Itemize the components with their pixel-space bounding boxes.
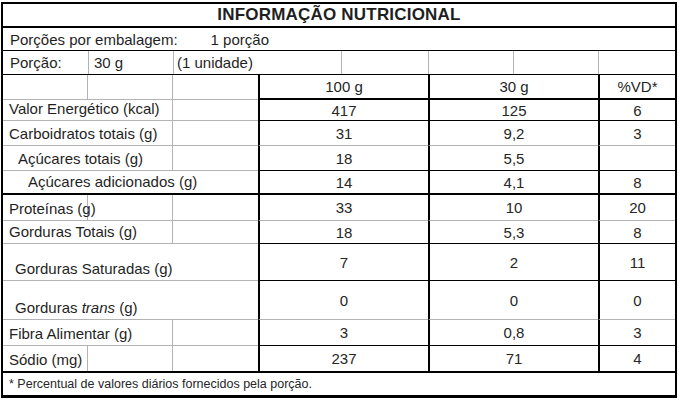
row-label: Açúcares adicionados (g) (3, 171, 258, 195)
table-row-acucares-adicionados: Açúcares adicionados (g) 14 4,1 8 (3, 171, 675, 195)
table-row-fibra: Fibra Alimentar (g) 3 0,8 3 (3, 320, 675, 346)
value-100g: 18 (258, 146, 428, 171)
portion-label: Porção: (3, 51, 88, 74)
row-label: Açúcares totais (g) (3, 146, 258, 171)
value-30g: 5,3 (428, 221, 598, 244)
row-label: Gorduras Saturadas (g) (3, 244, 258, 281)
value-30g: 125 (428, 100, 598, 121)
value-30g: 71 (428, 346, 598, 373)
value-100g: 31 (258, 121, 428, 146)
table-row-energia: Valor Energético (kcal) 417 125 6 (3, 100, 675, 121)
value-100g: 417 (258, 100, 428, 121)
value-vd: 8 (598, 221, 675, 244)
value-100g: 33 (258, 195, 428, 221)
servings-row: Porções por embalagem: 1 porção (3, 28, 675, 51)
servings-label: Porções por embalagem: (10, 31, 178, 48)
value-vd: 0 (598, 281, 675, 320)
value-30g: 0 (428, 281, 598, 320)
row-label-prefix: Gorduras (15, 299, 78, 316)
value-100g: 237 (258, 346, 428, 373)
row-label: Fibra Alimentar (g) (3, 320, 258, 346)
header-spacer-cell (3, 75, 258, 100)
value-vd: 20 (598, 195, 675, 221)
table-row-carboidratos: Carboidratos totais (g) 31 9,2 3 (3, 121, 675, 146)
value-vd: 4 (598, 346, 675, 373)
value-vd: 3 (598, 121, 675, 146)
value-100g: 0 (258, 281, 428, 320)
table-row-sodio: Sódio (mg) 237 71 4 (3, 346, 675, 373)
table-row-gorduras-totais: Gorduras Totais (g) 18 5,3 8 (3, 221, 675, 244)
column-header-row: 100 g 30 g %VD* (3, 75, 675, 100)
value-30g: 2 (428, 244, 598, 281)
row-label: Sódio (mg) (3, 346, 258, 373)
value-100g: 14 (258, 171, 428, 195)
value-30g: 9,2 (428, 121, 598, 146)
nutrition-facts-table: INFORMAÇÃO NUTRICIONAL Porções por embal… (1, 2, 677, 398)
value-30g: 5,5 (428, 146, 598, 171)
row-label-suffix: (g) (119, 299, 137, 316)
row-label-trans: trans (82, 299, 115, 316)
value-30g: 4,1 (428, 171, 598, 195)
servings-value: 1 porção (211, 31, 269, 48)
column-header-100g: 100 g (258, 75, 428, 100)
row-label: Carboidratos totais (g) (3, 121, 258, 146)
row-label: Gorduras trans (g) (3, 281, 258, 320)
table-title: INFORMAÇÃO NUTRICIONAL (3, 4, 675, 28)
empty-cell (598, 51, 675, 74)
value-vd: 8 (598, 171, 675, 195)
value-30g: 0,8 (428, 320, 598, 346)
table-row-gorduras-saturadas: Gorduras Saturadas (g) 7 2 11 (3, 244, 675, 281)
empty-cell (428, 51, 513, 74)
row-label: Valor Energético (kcal) (3, 100, 258, 121)
empty-cell (341, 51, 428, 74)
table-row-gorduras-trans: Gorduras trans (g) 0 0 0 (3, 281, 675, 320)
value-100g: 18 (258, 221, 428, 244)
value-vd (598, 146, 675, 171)
footnote: * Percentual de valores diários fornecid… (3, 373, 675, 395)
row-label: Gorduras Totais (g) (3, 221, 258, 244)
value-100g: 7 (258, 244, 428, 281)
empty-cell (513, 51, 598, 74)
table-row-acucares-totais: Açúcares totais (g) 18 5,5 (3, 146, 675, 171)
row-label: Proteínas (g) (3, 195, 258, 221)
value-100g: 3 (258, 320, 428, 346)
value-vd: 6 (598, 100, 675, 121)
portion-row: Porção: 30 g (1 unidade) (3, 51, 675, 75)
value-vd: 3 (598, 320, 675, 346)
portion-unit-note: (1 unidade) (173, 51, 341, 74)
value-vd: 11 (598, 244, 675, 281)
table-row-proteinas: Proteínas (g) 33 10 20 (3, 195, 675, 221)
value-30g: 10 (428, 195, 598, 221)
column-header-30g: 30 g (428, 75, 598, 100)
portion-amount: 30 g (88, 51, 173, 74)
column-header-vd: %VD* (598, 75, 675, 100)
